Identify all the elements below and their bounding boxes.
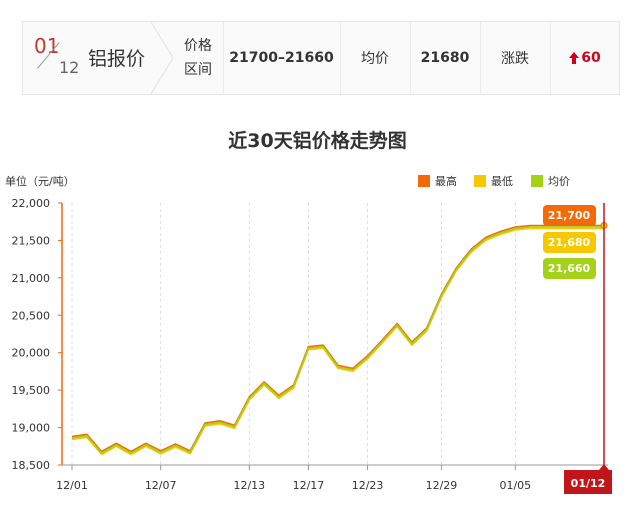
value-label-1: 21,700 — [548, 209, 591, 222]
avg-label: 均价 — [361, 51, 389, 67]
current-date-label: 01/12 — [571, 477, 606, 490]
current-date-box — [564, 470, 612, 494]
range-label-line1: 价格 — [184, 38, 212, 54]
divider — [480, 22, 481, 94]
range-label-cell: 价格 区间 — [173, 22, 223, 94]
legend-swatch-3 — [531, 175, 543, 187]
value-label-3: 21,660 — [548, 262, 591, 275]
value-label-2: 21,680 — [548, 236, 591, 249]
series-line-1 — [71, 224, 604, 453]
y-tick-label: 21,500 — [12, 234, 51, 247]
y-tick-label: 19,000 — [12, 422, 51, 435]
y-tick-label: 18,500 — [12, 459, 51, 472]
current-date-pointer — [599, 464, 609, 470]
x-tick-label: 12/29 — [426, 479, 458, 492]
series-line-3 — [71, 226, 604, 454]
date-cell: 01 12 铝报价 — [23, 22, 173, 94]
x-tick-label: 01/05 — [499, 479, 531, 492]
price-summary-bar: 01 12 铝报价 价格 区间 21700–21660 均价 21680 涨跌 … — [22, 21, 620, 95]
quote-title: 铝报价 — [88, 48, 146, 70]
chevron-divider-icon — [151, 22, 174, 94]
value-label-box-1 — [543, 205, 596, 226]
change-value: 60 — [581, 50, 601, 66]
legend-label-2: 最低 — [491, 175, 513, 188]
divider — [550, 22, 551, 94]
x-tick-label: 12/01 — [56, 479, 88, 492]
avg-value: 21680 — [420, 50, 470, 66]
value-label-box-3 — [543, 258, 596, 279]
range-value: 21700–21660 — [229, 50, 334, 66]
legend-label-3: 均价 — [548, 175, 570, 188]
y-tick-label: 21,000 — [12, 272, 51, 285]
x-tick-label: 12/13 — [233, 479, 265, 492]
y-tick-label: 20,500 — [12, 309, 51, 322]
y-tick-label: 22,000 — [12, 197, 51, 210]
divider — [340, 22, 341, 94]
x-tick-label: 12/07 — [145, 479, 177, 492]
legend-swatch-1 — [418, 175, 430, 187]
change-label: 涨跌 — [501, 51, 529, 67]
chart-title: 近30天铝价格走势图 — [228, 130, 407, 152]
divider — [223, 22, 224, 94]
legend-label-1: 最高 — [435, 174, 457, 188]
y-axis-label: 单位（元/吨） — [5, 174, 75, 188]
y-tick-label: 19,500 — [12, 384, 51, 397]
value-label-box-2 — [543, 232, 596, 253]
date-month: 12 — [59, 58, 80, 77]
change-value-cell: 60 — [550, 22, 620, 94]
x-tick-label: 12/23 — [352, 479, 384, 492]
y-tick-label: 20,000 — [12, 347, 51, 360]
range-label-line2: 区间 — [184, 62, 212, 78]
legend-swatch-2 — [474, 175, 486, 187]
arrow-up-icon — [569, 52, 580, 64]
divider — [410, 22, 411, 94]
series-line-2 — [71, 227, 604, 456]
x-tick-label: 12/17 — [293, 479, 325, 492]
